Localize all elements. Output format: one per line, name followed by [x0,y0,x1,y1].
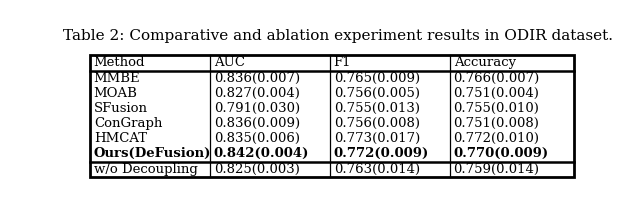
Text: 0.766(0.007): 0.766(0.007) [454,72,540,85]
Text: Accuracy: Accuracy [454,56,516,69]
Text: 0.842(0.004): 0.842(0.004) [214,147,309,160]
Text: F1: F1 [333,56,351,69]
Text: MMBE: MMBE [94,72,140,85]
Text: 0.825(0.003): 0.825(0.003) [214,163,300,176]
Text: 0.827(0.004): 0.827(0.004) [214,87,300,100]
Text: w/o Decoupling: w/o Decoupling [94,163,198,176]
Text: 0.751(0.008): 0.751(0.008) [454,117,540,130]
Text: Method: Method [94,56,145,69]
Text: 0.755(0.010): 0.755(0.010) [454,102,540,115]
Text: 0.835(0.006): 0.835(0.006) [214,132,300,145]
Text: MOAB: MOAB [94,87,138,100]
Text: AUC: AUC [214,56,244,69]
Text: 0.770(0.009): 0.770(0.009) [454,147,548,160]
Text: ConGraph: ConGraph [94,117,162,130]
Text: 0.772(0.009): 0.772(0.009) [333,147,429,160]
Text: 0.751(0.004): 0.751(0.004) [454,87,540,100]
Text: HMCAT: HMCAT [94,132,147,145]
Text: 0.772(0.010): 0.772(0.010) [454,132,540,145]
Text: 0.763(0.014): 0.763(0.014) [333,163,420,176]
Text: 0.765(0.009): 0.765(0.009) [333,72,420,85]
Text: Ours(DeFusion): Ours(DeFusion) [94,147,211,160]
Text: 0.756(0.005): 0.756(0.005) [333,87,420,100]
Text: Table 2: Comparative and ablation experiment results in ODIR dataset.: Table 2: Comparative and ablation experi… [63,29,613,43]
Text: 0.791(0.030): 0.791(0.030) [214,102,300,115]
Text: 0.759(0.014): 0.759(0.014) [454,163,540,176]
Text: 0.836(0.009): 0.836(0.009) [214,117,300,130]
Text: 0.836(0.007): 0.836(0.007) [214,72,300,85]
Text: 0.755(0.013): 0.755(0.013) [333,102,420,115]
Text: SFusion: SFusion [94,102,148,115]
Text: 0.756(0.008): 0.756(0.008) [333,117,420,130]
Text: 0.773(0.017): 0.773(0.017) [333,132,420,145]
